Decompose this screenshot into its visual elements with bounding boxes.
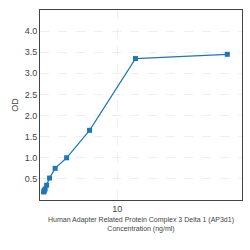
svg-text:2.0: 2.0 [25,111,38,121]
svg-text:OD: OD [10,98,20,112]
svg-text:1.0: 1.0 [25,153,38,163]
svg-text:0.5: 0.5 [25,174,38,184]
svg-text:2.5: 2.5 [25,90,38,100]
svg-text:3.5: 3.5 [25,47,38,57]
svg-text:3.0: 3.0 [25,68,38,78]
svg-text:Human Adapter Related Protein: Human Adapter Related Protein Complex 3 … [48,216,234,233]
svg-text:1.5: 1.5 [25,132,38,142]
svg-text:10: 10 [112,204,122,214]
svg-text:4.0: 4.0 [25,26,38,36]
